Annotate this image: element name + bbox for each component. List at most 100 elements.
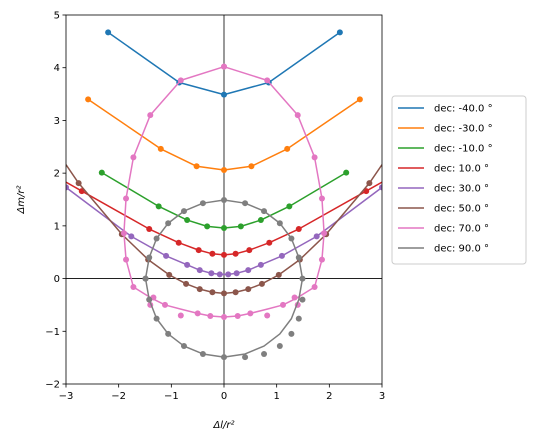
data-point	[266, 239, 273, 246]
series-6	[66, 164, 382, 297]
legend-entry: dec: 30.0 °	[398, 184, 489, 195]
data-point	[221, 251, 227, 258]
legend-label: dec: -30.0 °	[434, 124, 493, 135]
data-point	[242, 354, 249, 361]
data-point	[232, 289, 239, 296]
data-point	[221, 224, 227, 231]
data-point	[225, 271, 232, 278]
data-point	[165, 330, 172, 337]
legend-entry: dec: 10.0 °	[398, 164, 489, 175]
data-point	[221, 314, 227, 321]
x-tick-label: 0	[221, 391, 227, 402]
data-point	[276, 343, 283, 350]
data-point	[242, 200, 249, 207]
data-point	[209, 289, 216, 296]
data-point	[130, 154, 137, 161]
y-tick-label: 4	[54, 63, 60, 74]
data-point	[311, 284, 318, 291]
data-point	[264, 312, 271, 319]
data-point	[153, 315, 160, 322]
data-point	[105, 29, 112, 36]
data-point	[177, 77, 184, 84]
legend-label: dec: 70.0 °	[434, 224, 489, 235]
data-point	[199, 350, 206, 357]
series-3	[98, 169, 350, 231]
data-point	[177, 312, 184, 319]
data-point	[165, 220, 172, 227]
data-point	[175, 239, 182, 246]
data-point	[208, 270, 215, 277]
data-point	[130, 284, 137, 291]
data-point	[261, 350, 268, 357]
legend-label: dec: -10.0 °	[434, 144, 493, 155]
x-tick-label: −1	[164, 391, 179, 402]
data-point	[278, 252, 285, 259]
data-point	[295, 315, 302, 322]
legend-entry: dec: 70.0 °	[398, 224, 489, 235]
data-point	[98, 169, 105, 176]
legend-label: dec: 50.0 °	[434, 204, 489, 215]
data-point	[336, 29, 343, 36]
data-point	[194, 310, 201, 317]
data-point	[204, 223, 211, 230]
series-5	[66, 184, 382, 278]
data-point	[245, 286, 252, 293]
data-point	[291, 294, 298, 301]
y-tick-label: 0	[54, 274, 60, 285]
data-point	[288, 330, 295, 337]
data-point	[321, 230, 328, 237]
data-point	[193, 163, 200, 170]
legend-entry: dec: -30.0 °	[398, 124, 493, 135]
data-point	[128, 233, 135, 240]
legend-label: dec: 90.0 °	[434, 244, 489, 255]
x-tick-label: −3	[59, 391, 74, 402]
series-2	[85, 96, 363, 173]
series-4	[66, 181, 382, 258]
legend-box	[391, 95, 527, 265]
data-point	[180, 343, 187, 350]
y-tick-label: 3	[54, 116, 60, 127]
y-tick-label: 1	[54, 221, 60, 232]
legend-label: dec: -40.0 °	[434, 104, 493, 115]
data-point	[153, 235, 160, 242]
data-point	[343, 169, 350, 176]
data-point	[246, 247, 253, 254]
data-point	[279, 301, 286, 308]
data-point	[207, 313, 214, 319]
data-point	[318, 195, 325, 202]
y-axis-label: Δm/r²	[16, 185, 27, 214]
data-point	[284, 145, 291, 152]
data-point	[196, 267, 203, 274]
data-point	[286, 203, 293, 210]
data-point	[221, 63, 227, 70]
data-point	[123, 195, 130, 202]
data-point	[356, 96, 363, 103]
data-point	[257, 217, 264, 224]
data-point	[221, 290, 227, 297]
data-point	[295, 226, 302, 233]
data-point	[294, 112, 301, 119]
data-point	[199, 200, 206, 207]
data-point	[257, 261, 264, 268]
data-point	[379, 184, 382, 191]
y-tick-label: −1	[45, 327, 60, 338]
data-point	[232, 250, 239, 257]
data-point	[261, 208, 268, 215]
data-point	[75, 180, 82, 187]
data-point	[180, 208, 187, 215]
data-point	[221, 197, 227, 204]
y-tick-label: −2	[45, 380, 60, 391]
x-tick-label: 1	[273, 391, 279, 402]
data-point	[295, 254, 302, 261]
legend-entry: dec: -10.0 °	[398, 144, 493, 155]
data-point	[234, 313, 241, 319]
data-point	[142, 275, 149, 282]
data-point	[123, 256, 130, 263]
data-point	[245, 267, 252, 274]
data-point	[146, 296, 153, 303]
data-point	[120, 230, 127, 237]
data-point	[275, 271, 282, 278]
legend-entry: dec: -40.0 °	[398, 104, 493, 115]
